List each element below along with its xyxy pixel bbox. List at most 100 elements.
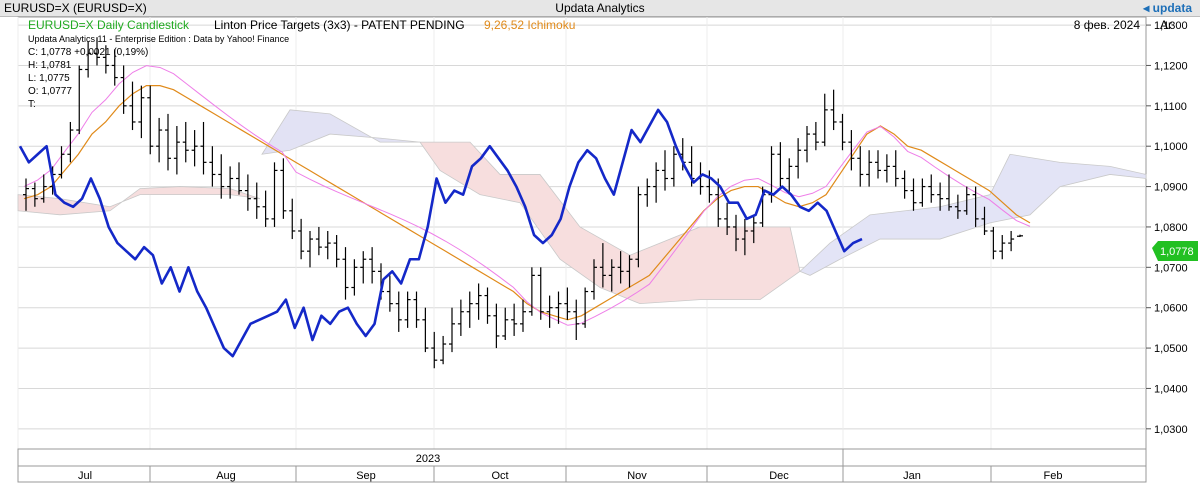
- linton-target-line: [18, 108, 863, 358]
- candle: [990, 226, 997, 260]
- candle: [182, 121, 189, 163]
- candle: [573, 299, 580, 340]
- candle: [928, 174, 935, 203]
- candle: [981, 206, 988, 236]
- month-label: Dec: [769, 470, 789, 482]
- candle: [812, 121, 819, 151]
- candle: [457, 299, 464, 336]
- candlestick-series: [23, 37, 1023, 369]
- candle: [466, 291, 473, 328]
- candle: [1008, 230, 1015, 252]
- study-legend: Linton Price Targets (3x3) - PATENT PEND…: [214, 18, 465, 32]
- candle: [227, 166, 234, 199]
- y-tick-label: 1,1300: [1154, 20, 1188, 32]
- candle: [431, 331, 438, 369]
- candle: [937, 182, 944, 211]
- y-tick-label: 1,0700: [1154, 262, 1188, 274]
- candle: [857, 146, 864, 187]
- ohlc-time: T:: [28, 99, 36, 110]
- candle: [253, 182, 260, 219]
- candle: [599, 243, 606, 288]
- candle: [546, 295, 553, 328]
- candle: [191, 130, 198, 167]
- month-label: Aug: [216, 470, 236, 482]
- candle: [511, 303, 518, 336]
- ichimoku-line: [23, 65, 1031, 326]
- candle: [111, 49, 118, 86]
- brand-label: updata: [1152, 1, 1192, 15]
- candle: [821, 93, 828, 147]
- candle: [209, 146, 216, 187]
- candle: [351, 259, 358, 296]
- candle: [244, 174, 251, 211]
- candle: [271, 162, 278, 227]
- candle: [715, 178, 722, 227]
- candle: [147, 85, 154, 155]
- candle: [493, 303, 500, 349]
- candle: [901, 170, 908, 199]
- candle: [31, 182, 38, 207]
- arrow-icon: ◂: [1143, 1, 1150, 15]
- ichimoku-span-line: [23, 65, 1031, 326]
- candle: [875, 150, 881, 179]
- year-label: 2023: [416, 453, 440, 465]
- y-tick-label: 1,0300: [1154, 424, 1188, 436]
- last-price-tag: 1,0778: [1152, 241, 1198, 261]
- month-label: Nov: [627, 470, 647, 482]
- candle: [395, 291, 402, 332]
- candle: [741, 218, 748, 256]
- candle: [999, 235, 1006, 260]
- ohlc-close: C: 1,0778 +0,0021 (0,19%): [28, 47, 148, 58]
- month-label: Oct: [491, 470, 508, 482]
- candle: [315, 226, 322, 256]
- candle: [795, 138, 802, 179]
- candle: [502, 307, 509, 340]
- candle: [866, 150, 873, 187]
- candle: [946, 174, 952, 211]
- candle: [644, 178, 651, 207]
- candle: [369, 247, 376, 284]
- y-tick-label: 1,0800: [1154, 222, 1188, 234]
- candle: [537, 267, 544, 320]
- candle: [555, 291, 562, 324]
- x-axis: 2023 Jul Aug Sep Oct Nov Dec Jan Feb: [17, 448, 1147, 483]
- candle: [608, 259, 615, 292]
- candle: [422, 307, 429, 353]
- window-title-center: Updata Analytics: [555, 1, 645, 15]
- y-tick-label: 1,1100: [1154, 101, 1187, 113]
- right-header: Ar: [1160, 18, 1172, 32]
- candle: [342, 247, 349, 300]
- candle: [706, 170, 713, 203]
- month-label: Feb: [1044, 470, 1063, 482]
- candle: [324, 230, 331, 260]
- candle: [804, 126, 810, 163]
- candle: [724, 202, 731, 236]
- candle: [839, 113, 846, 151]
- candle: [591, 259, 597, 300]
- candle: [670, 146, 677, 187]
- candle: [200, 121, 207, 175]
- month-label: Jan: [903, 470, 921, 482]
- ohlc-high: H: 1,0781: [28, 60, 72, 71]
- candle: [40, 174, 47, 203]
- candle: [76, 65, 83, 135]
- ichimoku-legend: 9,26,52 Ichimoku: [484, 18, 575, 32]
- candle: [892, 150, 899, 187]
- candle: [954, 194, 961, 219]
- candle: [218, 154, 225, 199]
- candle: [23, 178, 29, 211]
- brand-logo[interactable]: ◂ updata: [1143, 1, 1192, 15]
- candle: [919, 178, 926, 207]
- y-tick-label: 1,0600: [1154, 303, 1188, 315]
- candle: [582, 287, 589, 328]
- month-label: Sep: [356, 470, 376, 482]
- candle: [830, 89, 837, 131]
- candle: [564, 287, 571, 320]
- candle: [85, 41, 92, 78]
- candle: [963, 186, 970, 215]
- candle: [733, 214, 739, 252]
- candle: [449, 307, 455, 353]
- y-tick-label: 1,0400: [1154, 383, 1188, 395]
- candle: [786, 158, 793, 195]
